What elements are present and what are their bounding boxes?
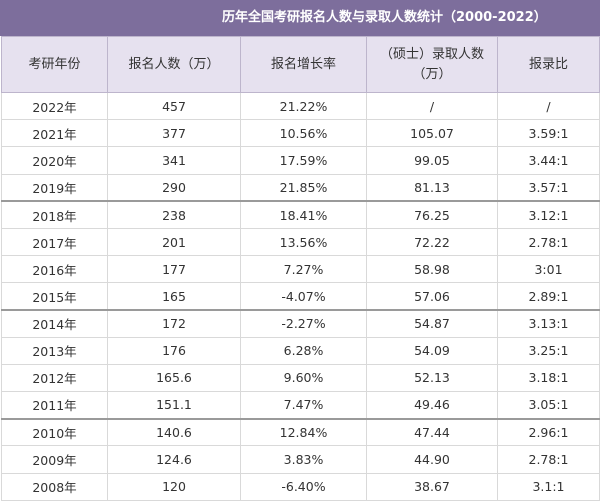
cell-year: 2012年 — [1, 363, 108, 393]
table-row: 2008年 120 -6.40% 38.67 3.1:1 — [1, 472, 600, 501]
table-row: 2010年 140.6 12.84% 47.44 2.96:1 — [1, 417, 600, 447]
cell-ratio: 3.44:1 — [497, 146, 600, 175]
cell-applicants: 151.1 — [107, 391, 241, 420]
header-row: 考研年份 报名人数（万） 报名增长率 （硕士）录取人数（万） 报录比 — [1, 36, 600, 93]
cell-ratio: 3.12:1 — [497, 200, 600, 229]
cell-year: 2013年 — [1, 336, 108, 365]
table-row: 2011年 151.1 7.47% 49.46 3.05:1 — [1, 391, 600, 420]
cell-applicants: 120 — [107, 472, 241, 501]
cell-ratio: 3.25:1 — [497, 336, 600, 365]
cell-year: 2014年 — [1, 308, 108, 338]
cell-year: 2008年 — [1, 472, 108, 501]
cell-applicants: 165 — [107, 282, 241, 311]
cell-admitted: 38.67 — [366, 472, 498, 501]
cell-applicants: 140.6 — [107, 417, 241, 447]
cell-applicants: 457 — [107, 91, 241, 121]
cell-ratio: 3.1:1 — [497, 472, 600, 501]
cell-year: 2009年 — [1, 445, 108, 474]
cell-year: 2010年 — [1, 417, 108, 447]
cell-admitted: 54.87 — [366, 308, 498, 338]
cell-ratio: 2.78:1 — [497, 445, 600, 474]
cell-growth-rate: -6.40% — [240, 472, 367, 501]
header-growth-rate: 报名增长率 — [240, 36, 367, 93]
cell-growth-rate: 7.47% — [240, 391, 367, 420]
cell-ratio: 3.59:1 — [497, 119, 600, 148]
cell-year: 2018年 — [1, 200, 108, 229]
cell-ratio: 3:01 — [497, 255, 600, 284]
cell-ratio: 2.89:1 — [497, 282, 600, 311]
table-row: 2020年 341 17.59% 99.05 3.44:1 — [1, 146, 600, 175]
table-row: 2018年 238 18.41% 76.25 3.12:1 — [1, 200, 600, 229]
header-admitted: （硕士）录取人数（万） — [366, 36, 498, 93]
table-title: 历年全国考研报名人数与录取人数统计（2000-2022） — [0, 0, 600, 36]
table-row: 2013年 176 6.28% 54.09 3.25:1 — [1, 336, 600, 365]
cell-growth-rate: 18.41% — [240, 200, 367, 229]
cell-admitted: 58.98 — [366, 255, 498, 284]
cell-year: 2022年 — [1, 91, 108, 121]
cell-admitted: 81.13 — [366, 173, 498, 202]
cell-applicants: 177 — [107, 255, 241, 284]
cell-admitted: 99.05 — [366, 146, 498, 175]
table-body: 2022年 457 21.22% //2021年 377 10.56% 105.07 3.59… — [1, 91, 600, 501]
cell-growth-rate: 21.22% — [240, 91, 367, 121]
cell-applicants: 341 — [107, 146, 241, 175]
cell-admitted: / — [366, 91, 498, 121]
cell-applicants: 377 — [107, 119, 241, 148]
cell-applicants: 201 — [107, 227, 241, 257]
cell-growth-rate: -4.07% — [240, 282, 367, 311]
cell-growth-rate: 6.28% — [240, 336, 367, 365]
cell-applicants: 290 — [107, 173, 241, 202]
cell-ratio: 3.13:1 — [497, 308, 600, 338]
table-row: 2014年 172 -2.27% 54.87 3.13:1 — [1, 308, 600, 338]
cell-ratio: 3.05:1 — [497, 391, 600, 420]
cell-growth-rate: 3.83% — [240, 445, 367, 474]
admissions-table: 考研年份 报名人数（万） 报名增长率 （硕士）录取人数（万） 报录比 2022年… — [1, 36, 600, 501]
cell-ratio: 3.57:1 — [497, 173, 600, 202]
cell-growth-rate: 13.56% — [240, 227, 367, 257]
cell-growth-rate: 7.27% — [240, 255, 367, 284]
cell-admitted: 57.06 — [366, 282, 498, 311]
table-row: 2021年 377 10.56% 105.07 3.59:1 — [1, 119, 600, 148]
cell-year: 2015年 — [1, 282, 108, 311]
cell-admitted: 105.07 — [366, 119, 498, 148]
cell-ratio: 2.78:1 — [497, 227, 600, 257]
cell-admitted: 54.09 — [366, 336, 498, 365]
cell-growth-rate: 10.56% — [240, 119, 367, 148]
cell-applicants: 124.6 — [107, 445, 241, 474]
cell-applicants: 238 — [107, 200, 241, 229]
cell-admitted: 76.25 — [366, 200, 498, 229]
cell-year: 2016年 — [1, 255, 108, 284]
table-row: 2009年 124.6 3.83% 44.90 2.78:1 — [1, 445, 600, 474]
table-row: 2019年 290 21.85% 81.13 3.57:1 — [1, 173, 600, 202]
cell-applicants: 176 — [107, 336, 241, 365]
table-row: 2016年 177 7.27% 58.98 3:01 — [1, 255, 600, 284]
header-year: 考研年份 — [1, 36, 108, 93]
cell-year: 2020年 — [1, 146, 108, 175]
cell-admitted: 49.46 — [366, 391, 498, 420]
table-row: 2012年 165.6 9.60% 52.13 3.18:1 — [1, 363, 600, 393]
header-ratio: 报录比 — [497, 36, 600, 93]
cell-applicants: 165.6 — [107, 363, 241, 393]
table-row: 2017年 201 13.56% 72.22 2.78:1 — [1, 227, 600, 257]
cell-growth-rate: -2.27% — [240, 308, 367, 338]
cell-year: 2021年 — [1, 119, 108, 148]
cell-admitted: 47.44 — [366, 417, 498, 447]
cell-growth-rate: 17.59% — [240, 146, 367, 175]
header-applicants: 报名人数（万） — [107, 36, 241, 93]
cell-ratio: 3.18:1 — [497, 363, 600, 393]
cell-ratio: 2.96:1 — [497, 417, 600, 447]
table-row: 2015年 165 -4.07% 57.06 2.89:1 — [1, 282, 600, 311]
cell-growth-rate: 21.85% — [240, 173, 367, 202]
cell-growth-rate: 9.60% — [240, 363, 367, 393]
cell-year: 2019年 — [1, 173, 108, 202]
cell-ratio: / — [497, 91, 600, 121]
cell-growth-rate: 12.84% — [240, 417, 367, 447]
cell-applicants: 172 — [107, 308, 241, 338]
cell-admitted: 44.90 — [366, 445, 498, 474]
table-row: 2022年 457 21.22% / / — [1, 91, 600, 121]
cell-year: 2011年 — [1, 391, 108, 420]
cell-admitted: 72.22 — [366, 227, 498, 257]
cell-year: 2017年 — [1, 227, 108, 257]
cell-admitted: 52.13 — [366, 363, 498, 393]
